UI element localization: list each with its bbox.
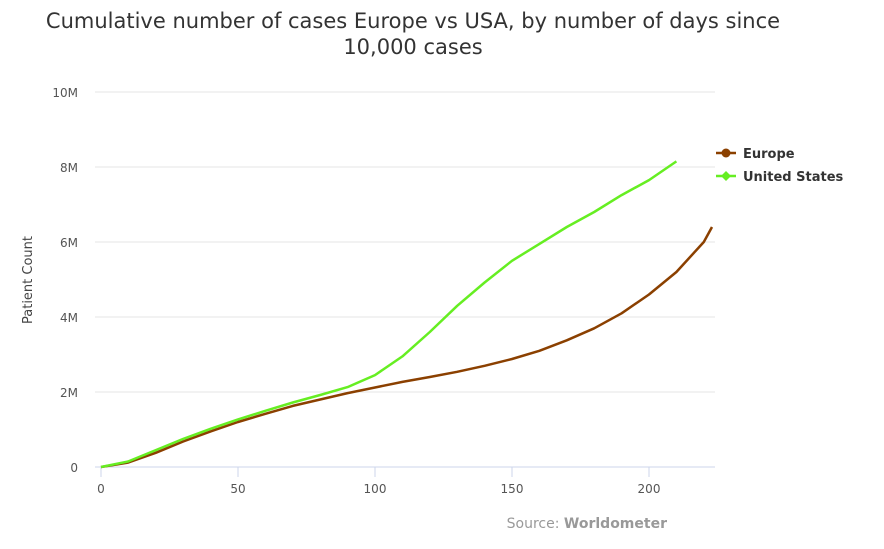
chart-title: Cumulative number of cases Europe vs USA… [46,9,780,33]
series-line-united-states [100,160,678,469]
legend-item-united-states[interactable]: United States [716,170,844,185]
y-tick-label: 0 [70,461,78,475]
x-tick-label: 150 [501,482,524,496]
source-credit[interactable]: Source: Worldometer [507,516,667,532]
y-axis-label: Patient Count [21,236,36,324]
y-tick-label: 2M [60,386,78,400]
x-tick-label: 200 [638,482,661,496]
y-tick-label: 10M [52,86,78,100]
y-tick-label: 4M [60,311,78,325]
legend-marker-icon [721,148,731,158]
x-tick-label: 100 [364,482,387,496]
chart-title-line2: 10,000 cases [343,35,482,59]
legend-item-europe[interactable]: Europe [716,147,795,162]
y-tick-label: 8M [60,161,78,175]
legend-label: United States [743,170,844,185]
legend-label: Europe [743,147,795,162]
y-tick-label: 6M [60,236,78,250]
legend-marker-icon [721,171,731,181]
series-line-europe [100,226,714,469]
x-tick-label: 0 [97,482,105,496]
x-tick-label: 50 [230,482,245,496]
